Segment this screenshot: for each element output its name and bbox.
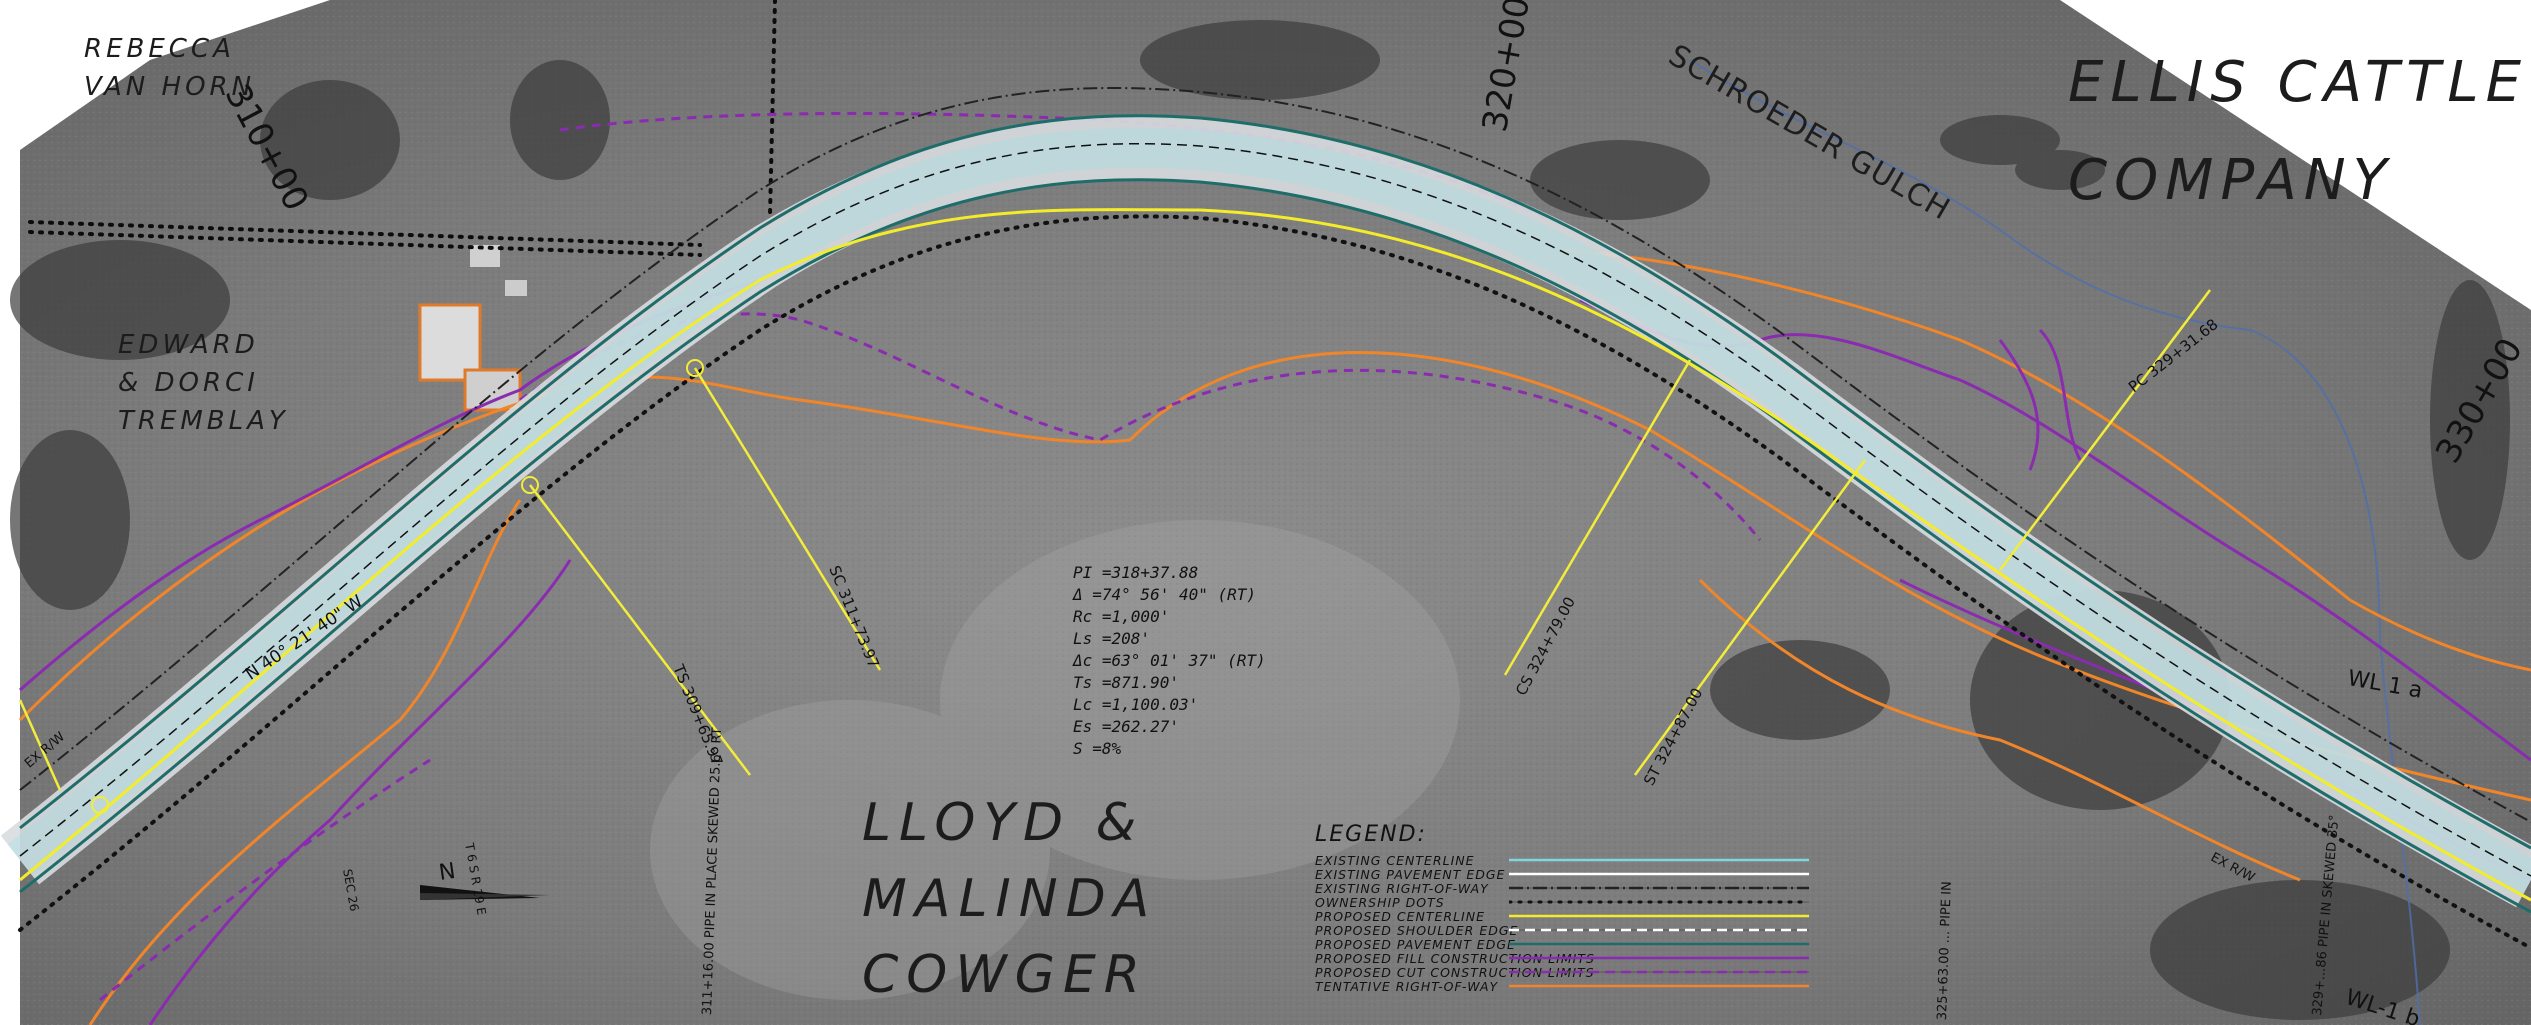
legend-line-swatch	[1509, 952, 1809, 964]
legend-line-swatch	[1509, 896, 1809, 908]
legend: LEGEND: EXISTING CENTERLINE EXISTING PAVE…	[1315, 822, 1809, 993]
svg-text:N: N	[437, 859, 457, 886]
legend-line-swatch	[1509, 980, 1809, 992]
legend-item: PROPOSED CUT CONSTRUCTION LIMITS	[1315, 965, 1809, 979]
curve-data-line: Rc =1,000'	[1073, 606, 1266, 628]
legend-item: PROPOSED SHOULDER EDGE	[1315, 923, 1809, 937]
curve-data-line: Δc =63° 01' 37" (RT)	[1073, 650, 1266, 672]
curve-data-line: S =8%	[1073, 738, 1266, 760]
curve-data-line: Δ =74° 56' 40" (RT)	[1073, 584, 1266, 606]
owner-ellis-cattle-company: ELLIS CATTLE COMPANY	[2068, 34, 2528, 230]
legend-line-swatch	[1509, 966, 1809, 978]
legend-item: PROPOSED PAVEMENT EDGE	[1315, 937, 1809, 951]
legend-line-swatch	[1509, 882, 1809, 894]
curve-data-line: Es =262.27'	[1073, 716, 1266, 738]
legend-item-label: EXISTING PAVEMENT EDGE	[1315, 867, 1505, 882]
legend-line-swatch	[1509, 938, 1809, 950]
legend-item-label: OWNERSHIP DOTS	[1315, 895, 1505, 910]
legend-item-label: TENTATIVE RIGHT-OF-WAY	[1315, 979, 1505, 994]
curve-data-table: PI =318+37.88 Δ =74° 56' 40" (RT) Rc =1,00…	[1073, 562, 1266, 760]
legend-item: PROPOSED FILL CONSTRUCTION LIMITS	[1315, 951, 1809, 965]
curve-data-line: Ts =871.90'	[1073, 672, 1266, 694]
legend-item-label: PROPOSED PAVEMENT EDGE	[1315, 937, 1505, 952]
legend-item: EXISTING RIGHT-OF-WAY	[1315, 881, 1809, 895]
legend-item-label: PROPOSED SHOULDER EDGE	[1315, 923, 1505, 938]
owner-cowger: LLOYD & MALINDA COWGER	[862, 785, 1157, 1013]
legend-item-label: PROPOSED FILL CONSTRUCTION LIMITS	[1315, 951, 1505, 966]
owner-tremblay: EDWARD & DORCI TREMBLAY	[118, 326, 289, 440]
legend-item: OWNERSHIP DOTS	[1315, 895, 1809, 909]
legend-item-label: EXISTING CENTERLINE	[1315, 853, 1505, 868]
curve-data-line: PI =318+37.88	[1073, 562, 1266, 584]
legend-item: TENTATIVE RIGHT-OF-WAY	[1315, 979, 1809, 993]
legend-line-swatch	[1509, 868, 1809, 880]
legend-item: EXISTING CENTERLINE	[1315, 853, 1809, 867]
legend-item-label: PROPOSED CUT CONSTRUCTION LIMITS	[1315, 965, 1505, 980]
legend-line-swatch	[1509, 854, 1809, 866]
legend-item-label: PROPOSED CENTERLINE	[1315, 909, 1505, 924]
legend-item: EXISTING PAVEMENT EDGE	[1315, 867, 1809, 881]
legend-line-swatch	[1509, 910, 1809, 922]
curve-data-line: Lc =1,100.03'	[1073, 694, 1266, 716]
legend-item: PROPOSED CENTERLINE	[1315, 909, 1809, 923]
legend-line-swatch	[1509, 924, 1809, 936]
legend-item-label: EXISTING RIGHT-OF-WAY	[1315, 881, 1505, 896]
legend-title: LEGEND:	[1315, 822, 1809, 847]
curve-data-line: Ls =208'	[1073, 628, 1266, 650]
